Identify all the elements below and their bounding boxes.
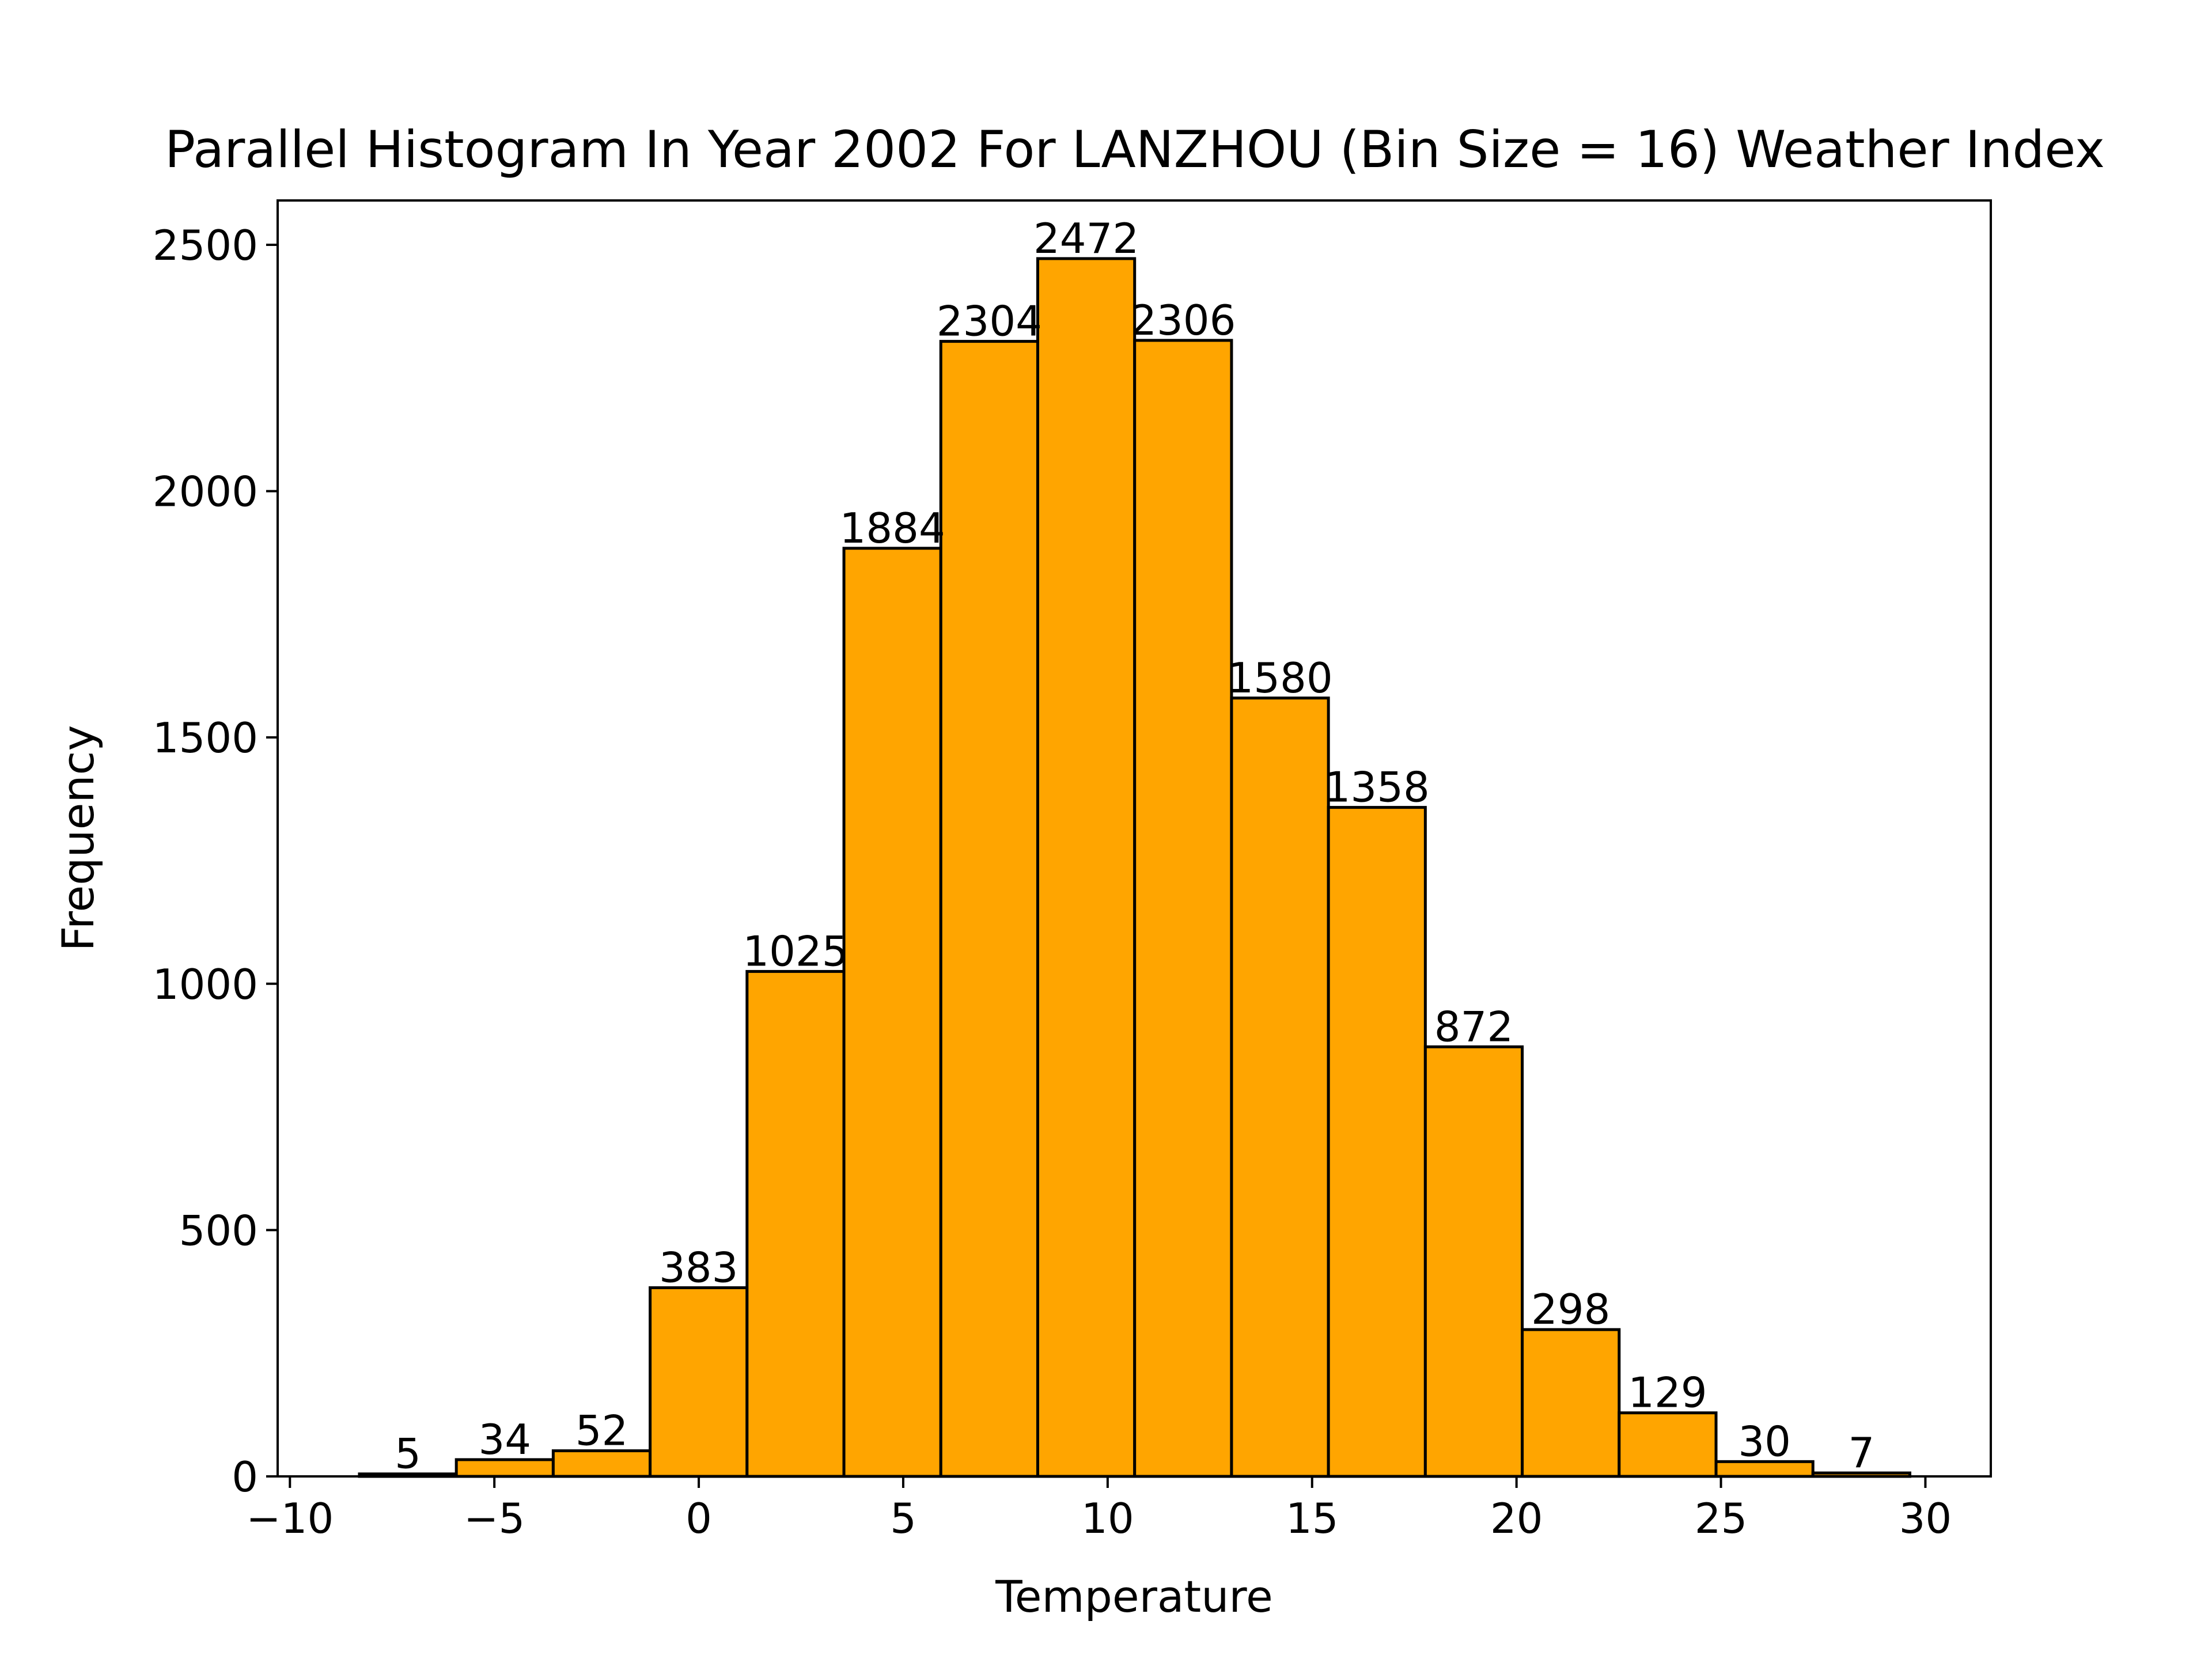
histogram-bar (842, 547, 942, 1478)
y-axis-label: Frequency (52, 725, 104, 952)
bar-value-label: 1025 (743, 927, 848, 975)
histogram-bar (939, 340, 1039, 1478)
bar-value-label: 1884 (840, 504, 945, 552)
bar-value-label: 129 (1628, 1369, 1707, 1417)
x-tick-label: 0 (685, 1494, 712, 1543)
histogram-bar (1714, 1460, 1815, 1478)
y-tick-label: 1000 (153, 960, 258, 1009)
x-tick-label: 5 (890, 1494, 916, 1543)
histogram-bar (1133, 339, 1233, 1478)
histogram-bar (1618, 1411, 1718, 1478)
x-tick-label: 15 (1286, 1494, 1339, 1543)
histogram-bar (745, 969, 846, 1478)
bar-value-label: 298 (1531, 1285, 1610, 1334)
y-tick-label: 0 (232, 1453, 258, 1501)
histogram-bar (1036, 257, 1137, 1478)
x-tick-label: −10 (246, 1494, 334, 1543)
chart-title: Parallel Histogram In Year 2002 For LANZ… (165, 120, 2105, 179)
y-axis-ticks: 0 500 1000 1500 2000 2500 (153, 221, 278, 1501)
histogram-bar (1423, 1045, 1524, 1478)
x-tick-label: 20 (1490, 1494, 1543, 1543)
bar-value-label: 2472 (1033, 214, 1139, 263)
x-tick-label: 10 (1081, 1494, 1134, 1543)
histogram-bar (1521, 1328, 1621, 1478)
x-tick-label: 25 (1695, 1494, 1748, 1543)
x-tick-label: 30 (1899, 1494, 1952, 1543)
y-tick-label: 2000 (153, 468, 258, 516)
bars-group (358, 257, 1911, 1478)
histogram-bar (1327, 806, 1427, 1478)
bar-labels-group: 5 34 52 383 1025 1884 2304 2472 2306 1580 1358 872 2… (395, 214, 1874, 1478)
bar-value-label: 2306 (1130, 296, 1236, 344)
x-axis-ticks: −10 −5 0 5 10 15 20 25 30 (246, 1476, 1952, 1543)
bar-value-label: 52 (575, 1407, 628, 1455)
y-tick-label: 500 (179, 1206, 258, 1255)
bar-value-label: 383 (659, 1243, 738, 1291)
y-tick-label: 2500 (153, 221, 258, 270)
bar-value-label: 7 (1848, 1429, 1874, 1477)
plot-frame (276, 199, 1992, 1478)
histogram-bar (649, 1286, 749, 1478)
x-tick-label: −5 (464, 1494, 525, 1543)
bar-value-label: 30 (1738, 1417, 1791, 1465)
bar-value-label: 872 (1434, 1002, 1513, 1051)
histogram-bar (1230, 696, 1330, 1478)
y-tick-label: 1500 (153, 714, 258, 762)
x-axis-label: Temperature (995, 1571, 1272, 1622)
bar-value-label: 1358 (1324, 763, 1430, 812)
bar-value-label: 2304 (937, 297, 1042, 346)
bar-value-label: 5 (395, 1430, 421, 1478)
bar-value-label: 34 (478, 1415, 531, 1464)
bar-value-label: 1580 (1227, 654, 1332, 702)
